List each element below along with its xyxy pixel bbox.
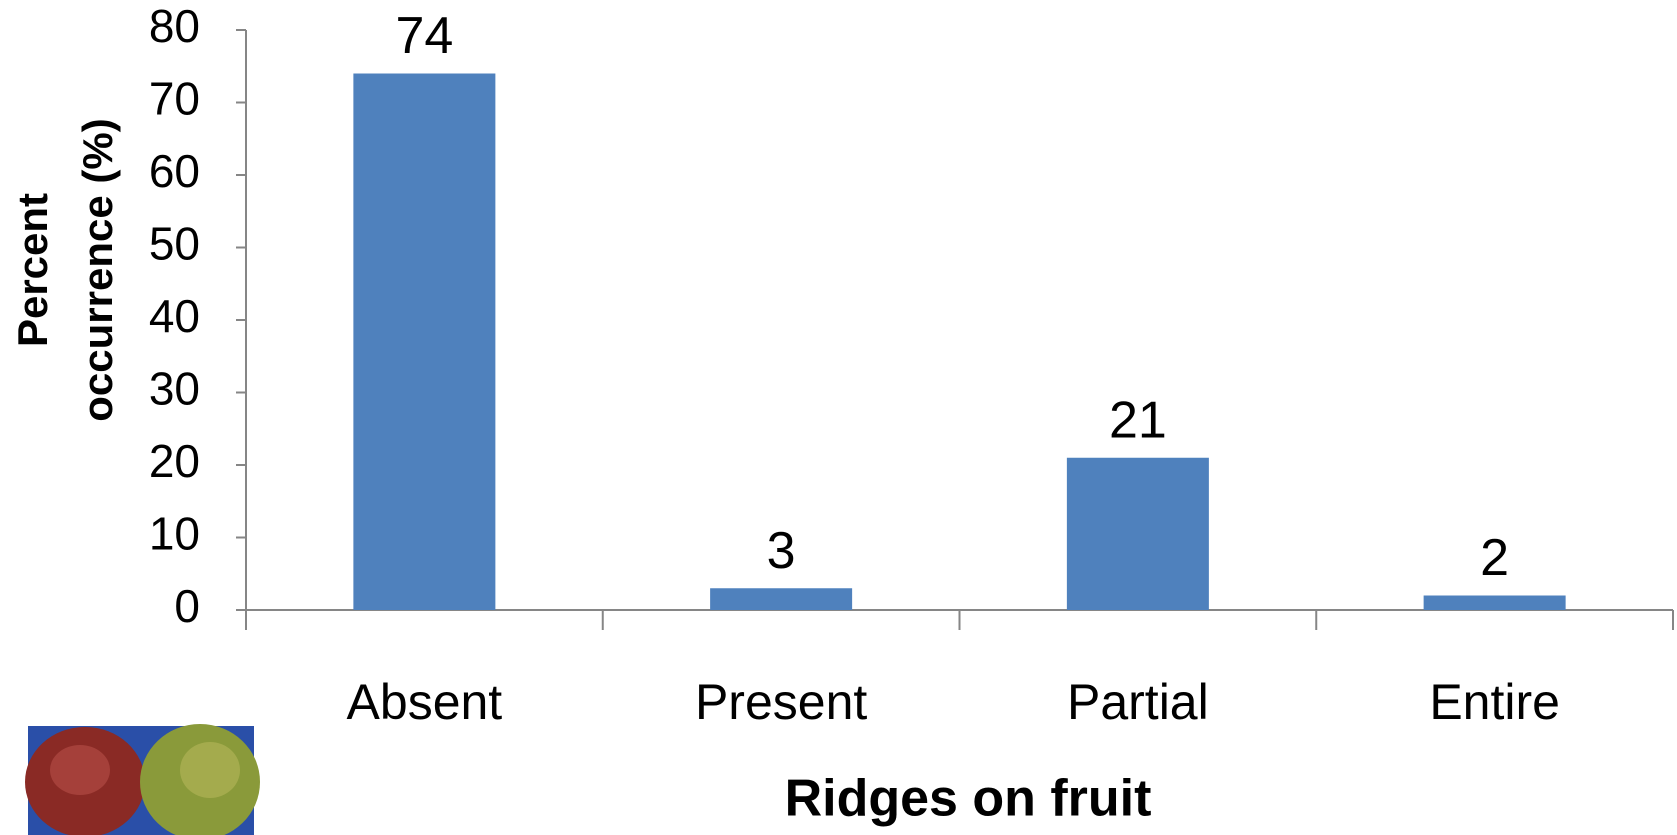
y-tick-label: 20 <box>149 435 200 487</box>
value-label: 74 <box>395 7 453 65</box>
bar <box>353 73 496 610</box>
y-tick-label: 30 <box>149 363 200 415</box>
y-tick-label: 80 <box>149 0 200 52</box>
bar <box>1423 595 1566 610</box>
value-label: 21 <box>1109 391 1167 449</box>
value-label: 2 <box>1480 529 1509 587</box>
fruit-photo <box>25 724 260 835</box>
value-label: 3 <box>767 522 796 580</box>
bar <box>710 588 853 610</box>
x-tick-label: Partial <box>1067 674 1209 730</box>
y-tick-label: 10 <box>149 508 200 560</box>
y-tick-label: 40 <box>149 290 200 342</box>
x-axis-label: Ridges on fruit <box>785 770 1152 828</box>
y-tick-label: 70 <box>149 73 200 125</box>
x-tick-label: Present <box>695 674 867 730</box>
y-tick-label: 50 <box>149 218 200 270</box>
y-tick-label: 60 <box>149 145 200 197</box>
y-axis-label: Percent <box>9 193 56 347</box>
y-tick-label: 0 <box>174 580 200 632</box>
y-axis-label: occurrence (%) <box>74 118 121 421</box>
bar <box>1066 457 1209 610</box>
x-tick-label: Entire <box>1429 674 1560 730</box>
x-tick-label: Absent <box>347 674 503 730</box>
